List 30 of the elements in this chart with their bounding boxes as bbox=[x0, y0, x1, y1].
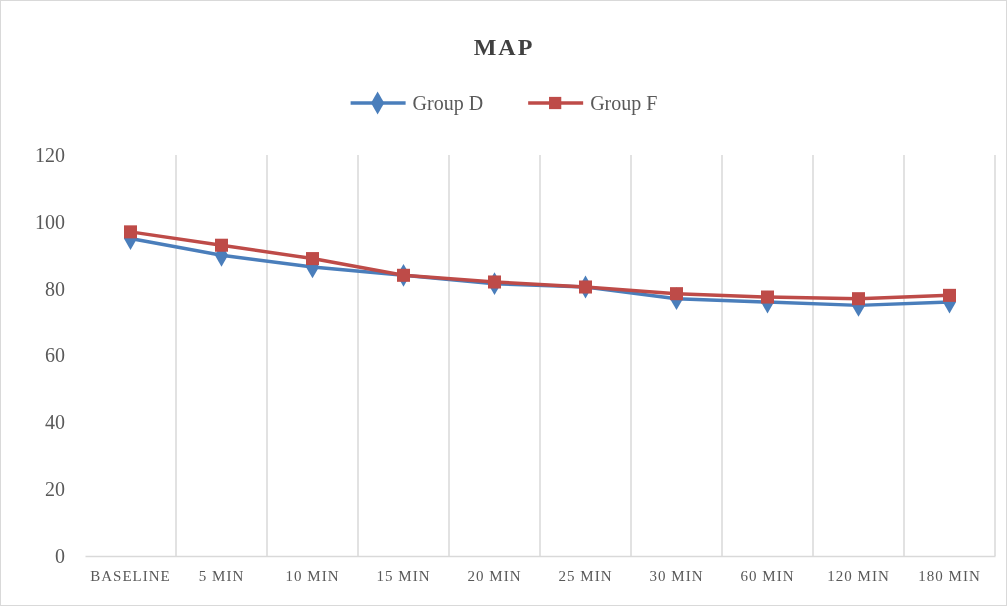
x-tick-label: 120 MIN bbox=[827, 567, 890, 584]
x-tick-label: 20 MIN bbox=[467, 567, 522, 584]
x-tick-label: 60 MIN bbox=[740, 567, 795, 584]
legend-label: Group D bbox=[412, 92, 484, 115]
point bbox=[214, 238, 229, 252]
point bbox=[305, 252, 320, 266]
x-tick-label: 25 MIN bbox=[558, 567, 613, 584]
point bbox=[669, 287, 684, 301]
point bbox=[578, 280, 593, 294]
point bbox=[942, 288, 957, 302]
y-tick-label: 100 bbox=[35, 210, 65, 233]
y-tick-label: 120 bbox=[35, 143, 65, 166]
x-tick-label: 5 MIN bbox=[198, 567, 245, 584]
chart-title: MAP bbox=[473, 34, 535, 60]
x-tick-label: 180 MIN bbox=[918, 567, 981, 584]
x-tick-label: 10 MIN bbox=[285, 567, 340, 584]
x-tick-label: BASELINE bbox=[90, 567, 171, 584]
point bbox=[396, 268, 411, 282]
x-tick-label: 15 MIN bbox=[376, 567, 431, 584]
point bbox=[487, 275, 502, 289]
point bbox=[123, 225, 138, 239]
y-tick-label: 80 bbox=[45, 277, 65, 300]
y-tick-label: 0 bbox=[55, 544, 65, 567]
y-tick-label: 60 bbox=[45, 344, 65, 367]
point bbox=[851, 292, 866, 306]
legend-label: Group F bbox=[590, 92, 658, 115]
y-tick-label: 40 bbox=[45, 411, 65, 434]
y-tick-label: 20 bbox=[45, 478, 65, 501]
x-tick-label: 30 MIN bbox=[649, 567, 704, 584]
point bbox=[760, 290, 775, 304]
